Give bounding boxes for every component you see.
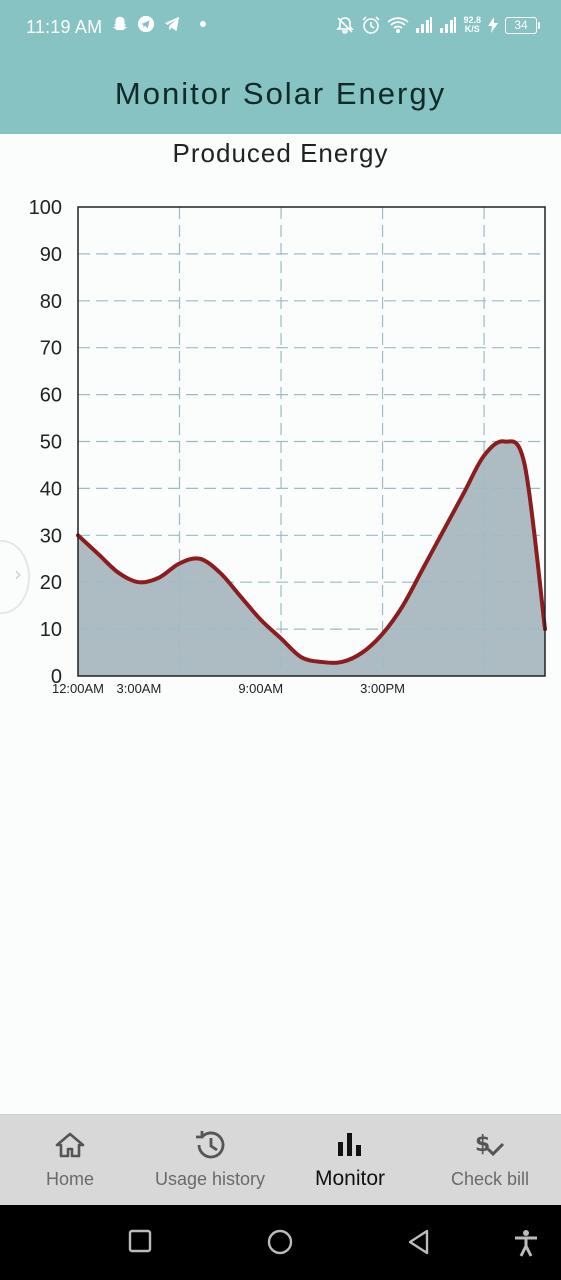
x-tick-label: 9:00AM	[238, 681, 283, 696]
charging-icon	[488, 17, 498, 33]
battery-level: 34	[514, 17, 528, 32]
y-tick-label: 80	[40, 291, 62, 313]
y-tick-label: 50	[40, 432, 62, 454]
notifications-off-icon	[336, 17, 355, 34]
nav-label-monitor: Monitor	[314, 1167, 386, 1190]
nav-label-usage-history: Usage history	[154, 1169, 266, 1189]
y-tick-label: 10	[40, 619, 62, 641]
y-tick-label: 30	[40, 525, 62, 547]
chevron-right-icon: ›	[14, 562, 22, 586]
back-button[interactable]	[407, 1229, 431, 1255]
x-tick-label: 3:00PM	[360, 681, 405, 696]
status-time: 11:19 AM	[26, 17, 103, 37]
series-line	[76, 439, 547, 665]
system-navigation-bar	[0, 1205, 561, 1280]
signal-icon	[440, 17, 457, 33]
nav-item-home[interactable]: Home	[29, 1115, 111, 1206]
y-tick-label: 70	[40, 338, 62, 360]
nav-item-check-bill[interactable]: $ Check bill	[440, 1115, 540, 1206]
nav-item-monitor[interactable]: Monitor	[300, 1115, 400, 1206]
history-icon	[196, 1131, 225, 1159]
y-tick-label: 0	[51, 666, 62, 688]
chart-title: Produced Energy	[172, 138, 389, 168]
y-tick-label: 60	[40, 385, 62, 407]
wifi-icon	[387, 17, 410, 33]
accessibility-button[interactable]	[513, 1229, 539, 1257]
network-speed-value: 92.8	[463, 15, 481, 25]
network-speed-unit: K/S	[464, 24, 480, 34]
nav-label-check-bill: Check bill	[450, 1169, 530, 1189]
energy-chart: 0 10 20 30 40 50 60 70 80 90 100 12:00AM 3:00AM 9:00A…	[29, 197, 547, 696]
home-icon	[55, 1132, 85, 1158]
alarm-icon	[362, 16, 381, 34]
y-tick-label: 20	[40, 572, 62, 594]
page-title: Monitor Solar Energy	[114, 76, 447, 111]
x-tick-label: 3:00AM	[117, 681, 162, 696]
nav-label-home: Home	[45, 1169, 94, 1189]
battery-icon: 34	[505, 16, 540, 34]
status-bar: 11:19 AM 92.8 K/S 34	[0, 0, 561, 56]
x-tick-label: 12:00AM	[52, 681, 104, 696]
svg-text:$: $	[475, 1132, 490, 1157]
telegram-icon	[137, 15, 155, 33]
plot-border	[77, 206, 546, 677]
bottom-navigation: Home Usage history Monitor $ Check bill	[0, 1114, 561, 1206]
area-fill	[78, 441, 545, 676]
signal-icon	[416, 17, 433, 33]
network-speed: 92.8 K/S	[463, 16, 481, 34]
y-tick-label: 40	[40, 478, 62, 500]
recents-button[interactable]	[128, 1229, 152, 1253]
bar-chart-icon	[338, 1133, 361, 1156]
price-check-icon: $	[475, 1132, 505, 1157]
dot-icon	[200, 21, 206, 27]
y-tick-label: 90	[40, 244, 62, 266]
y-tick-label: 100	[29, 197, 62, 219]
nav-item-usage-history[interactable]: Usage history	[140, 1115, 280, 1206]
home-button[interactable]	[267, 1229, 293, 1255]
app-header: 11:19 AM 92.8 K/S 34 Monitor Solar Energ…	[0, 0, 561, 134]
snapchat-icon	[112, 16, 128, 31]
telegram-send-icon	[164, 16, 180, 32]
